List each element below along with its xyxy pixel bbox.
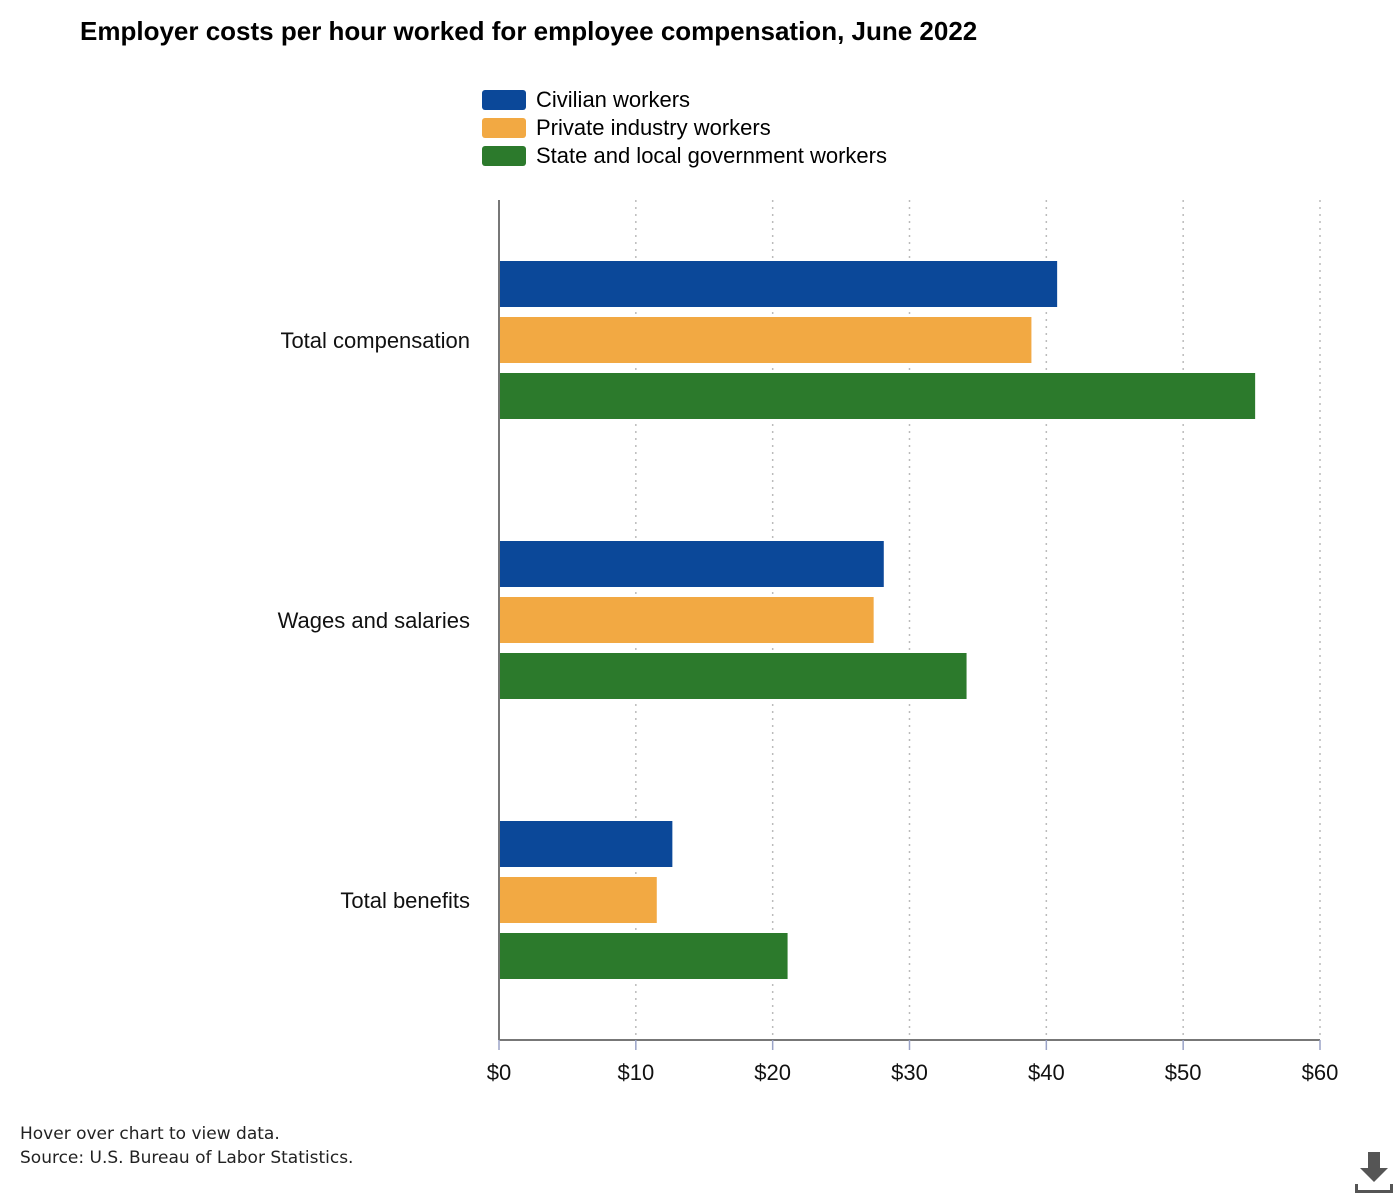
x-tick-label: $10 bbox=[617, 1060, 654, 1085]
bar[interactable] bbox=[499, 541, 884, 587]
bar[interactable] bbox=[499, 373, 1256, 419]
source-note: Source: U.S. Bureau of Labor Statistics. bbox=[20, 1148, 354, 1168]
chart-title: Employer costs per hour worked for emplo… bbox=[80, 16, 978, 46]
x-tick-label: $30 bbox=[891, 1060, 928, 1085]
legend-swatch-private bbox=[482, 118, 526, 138]
category-label: Wages and salaries bbox=[278, 608, 470, 633]
x-tick-label: $60 bbox=[1302, 1060, 1339, 1085]
chart-footer: Hover over chart to view data. Source: U… bbox=[20, 1122, 353, 1170]
legend-label-civilian: Civilian workers bbox=[536, 87, 691, 112]
legend-label-private: Private industry workers bbox=[536, 115, 771, 140]
x-tick-label: $50 bbox=[1165, 1060, 1202, 1085]
x-tick-label: $0 bbox=[487, 1060, 511, 1085]
legend: Civilian workers Private industry worker… bbox=[482, 86, 887, 170]
x-tick-label: $20 bbox=[754, 1060, 791, 1085]
bar[interactable] bbox=[499, 821, 673, 867]
bar[interactable] bbox=[499, 317, 1032, 363]
hover-note: Hover over chart to view data. bbox=[20, 1124, 280, 1144]
legend-item-state-local[interactable]: State and local government workers bbox=[482, 142, 887, 170]
legend-swatch-state-local bbox=[482, 146, 526, 166]
legend-item-private[interactable]: Private industry workers bbox=[482, 114, 887, 142]
bar[interactable] bbox=[499, 653, 967, 699]
bar[interactable] bbox=[499, 597, 874, 643]
category-label: Total benefits bbox=[340, 888, 470, 913]
legend-item-civilian[interactable]: Civilian workers bbox=[482, 86, 887, 114]
category-label: Total compensation bbox=[280, 328, 470, 353]
bar[interactable] bbox=[499, 933, 788, 979]
download-icon[interactable] bbox=[1352, 1150, 1396, 1194]
legend-swatch-civilian bbox=[482, 90, 526, 110]
bar[interactable] bbox=[499, 877, 657, 923]
bar[interactable] bbox=[499, 261, 1058, 307]
legend-label-state-local: State and local government workers bbox=[536, 143, 887, 168]
chart-plot[interactable]: Total compensation Wages and salaries Tota… bbox=[0, 0, 1400, 1110]
x-tick-label: $40 bbox=[1028, 1060, 1065, 1085]
